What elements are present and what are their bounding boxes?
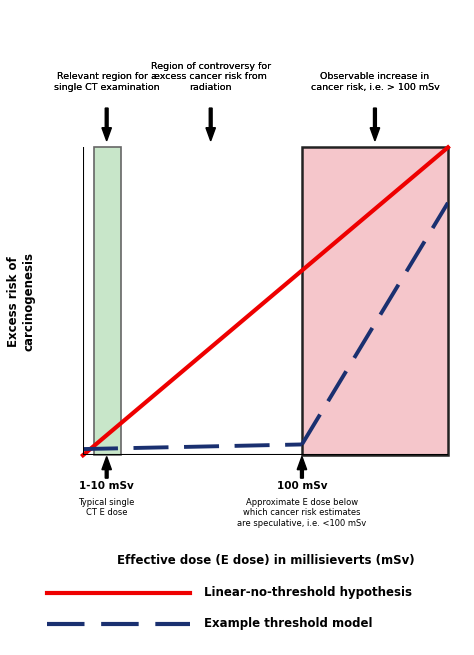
Text: Region of controversy for
excess cancer risk from
radiation: Region of controversy for excess cancer … (151, 62, 271, 92)
Text: Excess risk of
carcinogenesis: Excess risk of carcinogenesis (7, 252, 36, 351)
Text: Relevant region for a
single CT examination: Relevant region for a single CT examinat… (54, 72, 159, 92)
Bar (302, 147, 448, 455)
Text: Region of controversy for
excess cancer risk from
radiation: Region of controversy for excess cancer … (151, 62, 271, 92)
Text: Linear-no-threshold hypothesis: Linear-no-threshold hypothesis (204, 586, 412, 599)
Text: Example threshold model: Example threshold model (204, 617, 372, 630)
Bar (94, 147, 121, 455)
Text: Approximate E dose below
which cancer risk estimates
are speculative, i.e. <100 : Approximate E dose below which cancer ri… (237, 498, 366, 527)
Text: Observable increase in
cancer risk, i.e. > 100 mSv: Observable increase in cancer risk, i.e.… (310, 72, 439, 92)
Text: Observable increase in
cancer risk, i.e. > 100 mSv: Observable increase in cancer risk, i.e.… (310, 72, 439, 92)
Text: 100 mSv: 100 mSv (277, 481, 327, 491)
Text: 1-10 mSv: 1-10 mSv (79, 481, 134, 491)
Text: Relevant region for a
single CT examination: Relevant region for a single CT examinat… (54, 72, 159, 92)
Text: Effective dose (E dose) in millisieverts (mSv): Effective dose (E dose) in millisieverts… (117, 553, 414, 567)
Text: Typical single
CT E dose: Typical single CT E dose (79, 498, 135, 517)
